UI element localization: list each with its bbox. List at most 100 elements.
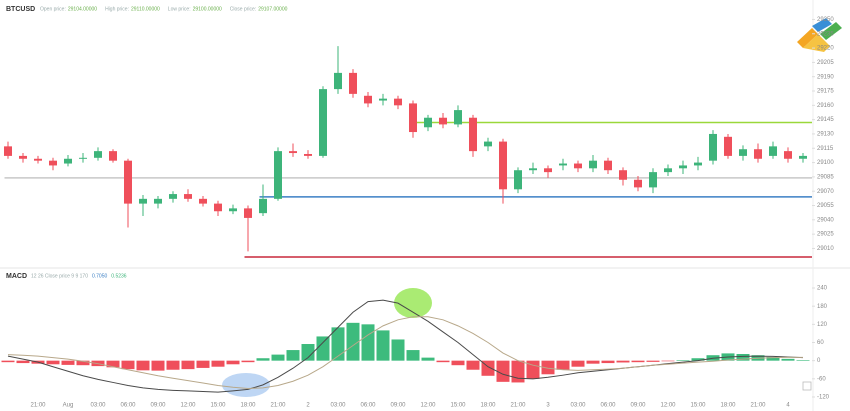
y-tick-label: 180 <box>817 304 828 310</box>
y-tick-label: 120 <box>817 322 828 328</box>
x-tick-label: 4 <box>786 403 790 409</box>
y-tick-label: 0 <box>817 358 821 364</box>
info-value: 29110.00000 <box>131 6 160 12</box>
x-tick-label: 12:00 <box>180 403 196 409</box>
candle-body <box>619 170 627 180</box>
candle-body <box>649 172 657 188</box>
x-tick-label: 09:00 <box>150 403 166 409</box>
candle-body <box>334 72 342 90</box>
y-tick-label: -60 <box>817 376 826 382</box>
y-tick-label: 29010 <box>817 246 834 252</box>
candle-body <box>229 208 237 212</box>
candle-body <box>364 95 372 104</box>
candle-body <box>109 151 117 161</box>
histogram-bar <box>781 358 795 361</box>
histogram-bar <box>106 360 120 368</box>
x-tick-label: 03:00 <box>90 403 106 409</box>
y-tick-label: 29220 <box>817 46 834 52</box>
y-tick-label: 29175 <box>817 89 834 95</box>
x-tick-label: 03:00 <box>330 403 346 409</box>
histogram-bar <box>556 360 570 370</box>
histogram-bar <box>226 360 240 365</box>
x-tick-label: 21:00 <box>750 403 766 409</box>
logo-part <box>820 22 842 40</box>
info-label: High price: <box>105 6 129 12</box>
info-value: 29104.00000 <box>68 6 97 12</box>
x-tick-label: 15:00 <box>210 403 226 409</box>
chart-title: MACD <box>6 273 27 280</box>
histogram-bar <box>586 360 600 364</box>
histogram-bar <box>421 357 435 361</box>
chart-title: BTCUSD <box>6 6 35 13</box>
logo-part <box>812 18 832 32</box>
candle-body <box>19 155 27 159</box>
histogram-bar <box>211 360 225 367</box>
histogram-bar <box>646 360 660 362</box>
histogram-bar <box>541 360 555 375</box>
macd-line <box>7 316 803 390</box>
histogram-bar <box>16 360 30 364</box>
histogram-bar <box>256 358 270 361</box>
y-tick-label: 29085 <box>817 174 834 180</box>
histogram-bar <box>241 360 255 363</box>
candle-body <box>124 160 132 204</box>
candle-body <box>79 157 87 159</box>
histogram-bar <box>736 354 750 361</box>
candle-body <box>304 153 312 156</box>
histogram-bar <box>121 360 135 370</box>
histogram-bar <box>286 350 300 361</box>
logo <box>797 18 842 52</box>
candle-body <box>574 163 582 169</box>
candle-body <box>319 89 327 156</box>
candle-body <box>469 117 477 152</box>
candle-body <box>49 160 57 166</box>
macd-line <box>7 299 804 393</box>
candle-body <box>529 168 537 171</box>
x-tick-label: 06:00 <box>360 403 376 409</box>
y-tick-label: 29145 <box>817 117 834 123</box>
info-label: Open price: <box>40 6 66 12</box>
candle-body <box>754 149 762 159</box>
candle-body <box>799 155 807 159</box>
y-tick-label: 29070 <box>817 189 834 195</box>
logo-part <box>797 28 818 48</box>
y-tick-label: 29025 <box>817 232 834 238</box>
y-tick-label: 29100 <box>817 160 834 166</box>
x-tick-label: 3 <box>546 403 550 409</box>
candle-body <box>94 151 102 158</box>
info-value: 29107.00000 <box>258 6 287 12</box>
macd-params: 12 26 Close price 9 9 170 <box>31 273 88 279</box>
candle-body <box>439 117 447 125</box>
candle-body <box>199 198 207 204</box>
y-tick-label: 29160 <box>817 103 834 109</box>
histogram-bar <box>151 360 165 371</box>
histogram-bar <box>196 360 210 368</box>
highlight-ellipse <box>394 288 432 318</box>
candle-body <box>394 98 402 106</box>
histogram-bar <box>376 330 390 361</box>
info-label: Close price: <box>230 6 256 12</box>
histogram-bar <box>346 322 360 361</box>
y-tick-label: -120 <box>817 395 830 401</box>
candle-body <box>514 170 522 190</box>
candle-body <box>349 72 357 94</box>
histogram-bar <box>451 360 465 366</box>
x-tick-label: 03:00 <box>570 403 586 409</box>
candle-body <box>154 198 162 204</box>
macd-readout: 0.7050 <box>92 273 108 279</box>
histogram-bar <box>301 344 315 361</box>
candle-body <box>544 168 552 173</box>
candle-body <box>664 168 672 173</box>
macd-readout: 0.5236 <box>111 273 127 279</box>
candle-body <box>694 162 702 166</box>
settings-icon[interactable] <box>802 381 812 391</box>
candle-body <box>184 194 192 199</box>
candle-body <box>634 179 642 188</box>
x-tick-label: 12:00 <box>660 403 676 409</box>
x-tick-label: 12:00 <box>420 403 436 409</box>
histogram-bar <box>61 360 75 365</box>
logo-part <box>803 34 830 52</box>
x-tick-label: 18:00 <box>240 403 256 409</box>
candle-body <box>739 149 747 156</box>
